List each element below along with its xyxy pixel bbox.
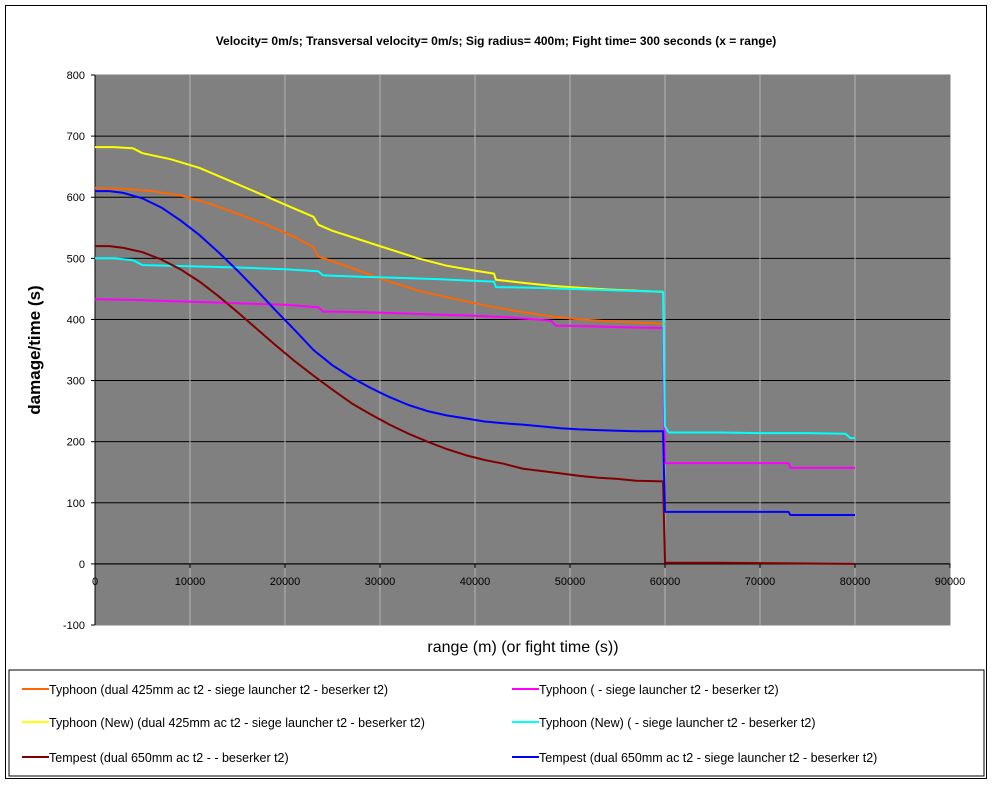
series-line-5 <box>95 245 856 565</box>
chart-title: Velocity= 0m/s; Transversal velocity= 0m… <box>216 34 777 48</box>
x-tick-label: 80000 <box>840 576 871 588</box>
y-tick-label: 800 <box>67 70 85 82</box>
legend: Typhoon (dual 425mm ac t2 - siege launch… <box>22 683 877 765</box>
x-axis-label: range (m) (or fight time (s)) <box>427 639 618 656</box>
x-tick-label: 40000 <box>460 576 491 588</box>
series-line-2 <box>94 298 855 469</box>
series-line-1 <box>94 187 665 325</box>
x-tick-label: 50000 <box>555 576 586 588</box>
legend-label: Tempest (dual 650mm ac t2 - - beserker t… <box>49 751 289 765</box>
y-tick-label: 100 <box>67 498 85 510</box>
legend-label: Typhoon (New) (dual 425mm ac t2 - siege … <box>49 716 425 730</box>
legend-label: Typhoon (dual 425mm ac t2 - siege launch… <box>49 683 388 697</box>
plot-area <box>94 74 951 626</box>
series-line-3 <box>95 146 664 293</box>
y-tick-label: 300 <box>67 376 85 388</box>
y-tick-label: 700 <box>67 131 85 143</box>
x-tick-label: 10000 <box>175 576 206 588</box>
legend-label: Typhoon (New) ( - siege launcher t2 - be… <box>539 716 816 730</box>
axes: -100010020030040050060070080001000020000… <box>63 70 965 632</box>
y-tick-label: 500 <box>67 253 85 265</box>
x-tick-label: 70000 <box>745 576 776 588</box>
y-tick-label: 400 <box>67 314 85 326</box>
x-tick-label: 60000 <box>650 576 681 588</box>
series-line-4 <box>95 257 855 439</box>
x-tick-label: 20000 <box>270 576 301 588</box>
y-tick-label: 600 <box>67 192 85 204</box>
legend-label: Tempest (dual 650mm ac t2 - siege launch… <box>539 751 877 765</box>
x-tick-label: 90000 <box>935 576 966 588</box>
y-tick-label: -100 <box>63 620 85 632</box>
series-layer <box>94 146 856 565</box>
y-axis-label: damage/time (s) <box>25 285 44 414</box>
legend-box <box>8 669 985 777</box>
x-tick-label: 30000 <box>365 576 396 588</box>
y-tick-label: 0 <box>79 559 85 571</box>
y-tick-label: 200 <box>67 437 85 449</box>
legend-label: Typhoon ( - siege launcher t2 - beserker… <box>539 683 779 697</box>
series-line-6 <box>95 190 855 516</box>
